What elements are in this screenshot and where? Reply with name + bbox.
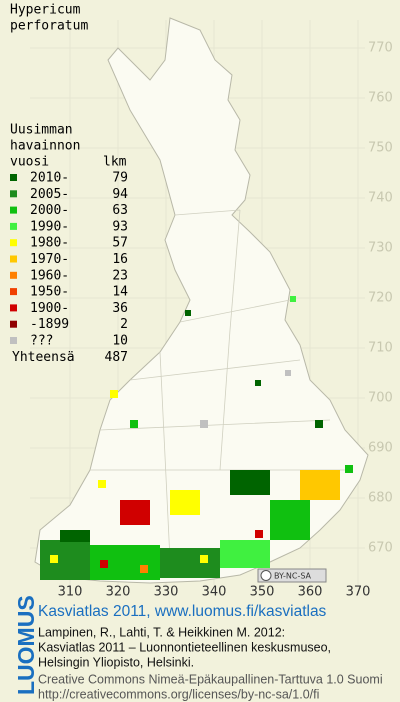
y-tick-label: 670: [368, 541, 393, 556]
headline: Kasviatlas 2011, www.luomus.fi/kasviatla…: [38, 603, 327, 620]
legend-label: ???: [30, 334, 53, 349]
square-cluster: [270, 500, 310, 540]
x-tick-label: 350: [250, 585, 275, 600]
square: [100, 560, 108, 568]
legend-heading: Uusimman: [10, 123, 73, 138]
y-tick-label: 680: [368, 491, 393, 506]
legend-swatch: [10, 271, 17, 279]
legend-total: 487: [105, 350, 128, 365]
x-tick-label: 340: [202, 585, 227, 600]
legend-label: 2005-: [30, 187, 69, 202]
x-tick-label: 330: [154, 585, 179, 600]
y-tick-label: 770: [368, 41, 393, 56]
square-cluster: [40, 540, 90, 580]
square: [285, 370, 291, 376]
square-cluster: [120, 500, 150, 525]
legend-count: 14: [112, 285, 128, 300]
citation: Kasviatlas 2011 – Luonnontieteellinen ke…: [38, 640, 331, 654]
square: [110, 390, 118, 398]
legend-count: 93: [112, 219, 128, 234]
citation: Lampinen, R., Lahti, T. & Heikkinen M. 2…: [38, 625, 285, 639]
y-tick-label: 690: [368, 441, 393, 456]
square: [50, 555, 58, 563]
legend-count: 2: [120, 317, 128, 332]
square: [185, 310, 191, 316]
legend-label: 2010-: [30, 171, 69, 186]
legend-swatch: [10, 255, 17, 263]
square-cluster: [60, 530, 90, 542]
logo: LUOMUS: [13, 595, 39, 695]
x-tick-label: 360: [298, 585, 323, 600]
legend-heading: havainnon: [10, 139, 80, 154]
x-tick-label: 370: [346, 585, 371, 600]
legend-count: 94: [112, 187, 128, 202]
legend-count-heading: lkm: [103, 155, 127, 170]
legend-swatch: [10, 304, 17, 312]
square: [290, 296, 296, 302]
legend-count: 57: [112, 236, 128, 251]
square-cluster: [160, 548, 220, 578]
legend-swatch: [10, 239, 17, 247]
legend-count: 79: [112, 171, 128, 186]
legend-swatch: [10, 174, 17, 181]
y-tick-label: 730: [368, 241, 393, 256]
square-cluster: [220, 540, 270, 568]
legend-label: 1960-: [30, 268, 69, 283]
legend-count: 10: [112, 334, 128, 349]
license-badge: BY-NC-SA: [257, 568, 327, 583]
y-tick-label: 720: [368, 291, 393, 306]
legend-heading: vuosi: [10, 155, 49, 170]
legend-swatch: [10, 222, 17, 230]
square: [255, 530, 263, 538]
legend-label: 1990-: [30, 219, 69, 234]
legend-label: 1970-: [30, 252, 69, 267]
legend-swatch: [10, 320, 17, 328]
finland-outline: [34, 17, 369, 584]
y-tick-label: 700: [368, 391, 393, 406]
square: [98, 480, 106, 488]
legend-count: 23: [112, 268, 128, 283]
legend-swatch: [10, 337, 17, 344]
badge-text: BY-NC-SA: [274, 572, 312, 581]
x-tick-label: 310: [58, 585, 83, 600]
region-borders: [90, 209, 350, 561]
title: Hypericum: [10, 3, 81, 18]
y-tick-label: 710: [368, 341, 393, 356]
y-tick-label: 760: [368, 91, 393, 106]
y-tick-label: 750: [368, 141, 393, 156]
occurrence-squares: [40, 296, 353, 580]
legend-label: 1980-: [30, 236, 69, 251]
badge-box: [257, 568, 327, 583]
legend-swatch: [10, 288, 17, 296]
title: perforatum: [10, 19, 88, 34]
square: [345, 465, 353, 473]
legend-label: 1950-: [30, 285, 69, 300]
square-cluster: [300, 470, 340, 500]
square: [255, 380, 261, 386]
legend-swatch: [10, 206, 17, 214]
license: http://creativecommons.org/licenses/by-n…: [38, 687, 319, 701]
y-tick-label: 740: [368, 191, 393, 206]
x-tick-label: 320: [106, 585, 131, 600]
cc-icon: [260, 570, 272, 581]
legend-count: 63: [112, 203, 128, 218]
citation: Helsingin Yliopisto, Helsinki.: [38, 655, 194, 669]
legend-count: 16: [112, 252, 128, 267]
square-cluster: [170, 490, 200, 515]
square-cluster: [230, 470, 270, 495]
square: [130, 420, 138, 428]
square: [315, 420, 323, 428]
license: Creative Commons Nimeä-Epäkaupallinen-Ta…: [38, 672, 383, 686]
legend-total-label: Yhteensä: [12, 350, 75, 365]
square: [200, 555, 208, 563]
legend-label: -1899: [30, 317, 69, 332]
square: [200, 420, 208, 428]
legend-label: 2000-: [30, 203, 69, 218]
legend-label: 1900-: [30, 301, 69, 316]
square: [140, 565, 148, 573]
legend-swatch: [10, 190, 17, 198]
legend-count: 36: [112, 301, 128, 316]
